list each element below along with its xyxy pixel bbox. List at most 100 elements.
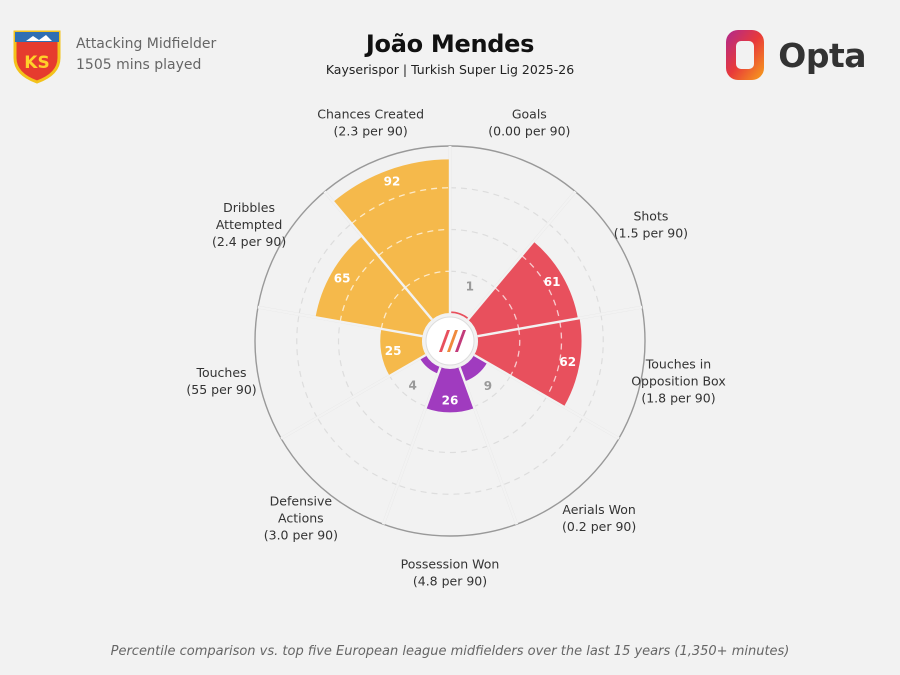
metric-name: Touches [195, 365, 246, 380]
value-label-3: 9 [484, 379, 492, 393]
wedge-3 [459, 355, 488, 382]
wedge-5 [419, 355, 441, 374]
value-label-4: 26 [442, 393, 459, 407]
separator [467, 190, 577, 321]
separator [477, 305, 643, 338]
grid-ring [352, 396, 413, 447]
metric-label-2: Touches in Opposition Box (1.8 per 90) [631, 356, 726, 405]
metric-name: Opposition Box [631, 373, 726, 388]
center-stripe [447, 330, 458, 352]
grid-ring [397, 484, 503, 495]
opta-mark-icon [726, 30, 765, 80]
wedge-8 [333, 159, 450, 320]
metric-per90: (1.8 per 90) [641, 390, 715, 405]
metric-label-6: Touches (55 per 90) [186, 365, 256, 397]
wedge-ring [404, 270, 451, 289]
metric-name: Defensive [270, 494, 333, 509]
separator [280, 353, 427, 440]
metric-name: Aerials Won [562, 502, 635, 517]
metric-label-1: Shots (1.5 per 90) [614, 209, 688, 241]
center-logo-icon [425, 316, 475, 366]
player-name: João Mendes [365, 30, 535, 58]
opta-logo: Opta [722, 26, 866, 84]
grid-ring [449, 228, 523, 257]
metric-per90: (2.4 per 90) [212, 234, 286, 249]
center-stripe [455, 330, 466, 352]
grid-ring [296, 314, 318, 418]
metric-name: Possession Won [401, 557, 500, 572]
footnote: Percentile comparison vs. top five Europ… [110, 644, 790, 659]
value-label-2: 62 [559, 355, 576, 369]
metric-per90: (0.00 per 90) [488, 123, 570, 138]
grid-ring [487, 396, 548, 447]
grid-ring [316, 417, 398, 486]
metric-per90: (3.0 per 90) [264, 528, 338, 543]
separator [382, 366, 442, 525]
wedge-ring [351, 187, 451, 225]
opta-wordmark: Opta [778, 35, 866, 75]
wedges [315, 159, 582, 413]
value-label-5: 4 [409, 378, 417, 392]
wedge-ring [521, 255, 561, 322]
separator [257, 305, 423, 338]
wedge-ring [377, 228, 451, 257]
metric-label-0: Goals (0.00 per 90) [488, 106, 570, 138]
metric-label-3: Aerials Won (0.2 per 90) [562, 502, 636, 534]
club-crest-icon: KS [13, 30, 61, 84]
center-disc [425, 316, 475, 366]
value-label-8: 92 [384, 175, 401, 189]
metric-per90: (55 per 90) [186, 382, 256, 397]
minutes-played: 1505 mins played [76, 57, 202, 73]
wedge-1 [467, 241, 578, 337]
grid-ring [389, 375, 427, 408]
metric-per90: (0.2 per 90) [562, 519, 636, 534]
grid-ring [582, 314, 604, 418]
wedge-ring [509, 328, 521, 377]
value-labels: 1 61 62 9 26 4 25 65 92 [334, 175, 576, 408]
metric-name: Touches in [645, 356, 711, 371]
grid-ring [411, 445, 489, 454]
separator [458, 366, 518, 525]
grid-ring [449, 270, 496, 289]
subtitle: Kayserispor | Turkish Super Lig 2025-26 [325, 62, 575, 77]
value-label-1: 61 [544, 275, 561, 289]
separator [323, 190, 433, 321]
grid-ring [298, 223, 352, 315]
metric-name: Attempted [216, 217, 282, 232]
header-left: KS Attacking Midfielder 1505 mins played [12, 28, 216, 84]
grid-ring [473, 375, 511, 408]
metric-labels: Goals (0.00 per 90) Shots (1.5 per 90) Touch… [186, 106, 725, 588]
wedge-ring [545, 321, 563, 398]
value-label-7: 65 [334, 272, 351, 286]
center-stripe [439, 330, 450, 352]
title-block: João Mendes Kayserispor | Turkish Super … [0, 30, 900, 77]
metric-name: Chances Created [317, 106, 424, 121]
player-position: Attacking Midfielder [76, 36, 217, 52]
metric-label-5: Defensive Actions (3.0 per 90) [264, 494, 338, 543]
wedge-ring [494, 287, 520, 330]
metric-label-7: Dribbles Attempted (2.4 per 90) [212, 200, 286, 249]
metric-name: Actions [278, 511, 324, 526]
wedge-4 [425, 367, 475, 413]
wedge-ring [339, 255, 379, 322]
wedge-separators [257, 146, 643, 525]
metric-name: Shots [633, 209, 668, 224]
grid-ring [548, 223, 602, 315]
crest-text: KS [24, 53, 49, 73]
wedge-6 [380, 328, 426, 376]
player-meta: Attacking Midfielder 1505 mins played [76, 34, 216, 76]
grid-ring [502, 417, 584, 486]
separator [473, 353, 620, 440]
metric-per90: (4.8 per 90) [413, 574, 487, 589]
wedge-7 [315, 236, 433, 337]
metric-per90: (2.3 per 90) [334, 123, 408, 138]
grid-ring [337, 321, 354, 398]
wedge-2 [474, 318, 582, 407]
metric-name: Goals [512, 106, 547, 121]
wedge-0 [450, 311, 470, 320]
grid-ring [449, 187, 549, 225]
metric-label-4: Possession Won (4.8 per 90) [401, 557, 500, 589]
wedge-ring [380, 287, 406, 330]
metric-per90: (1.5 per 90) [614, 226, 688, 241]
metric-name: Dribbles [223, 200, 275, 215]
